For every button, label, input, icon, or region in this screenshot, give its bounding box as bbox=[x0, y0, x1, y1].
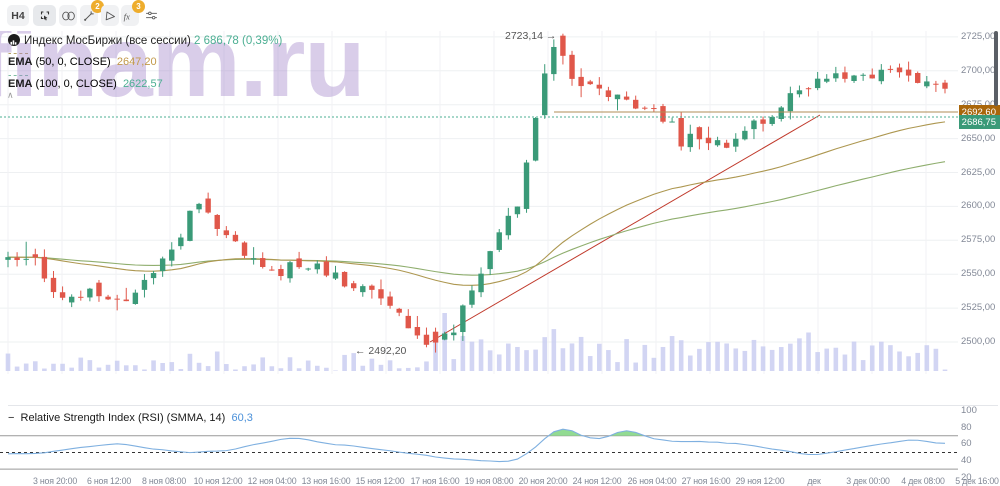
svg-text:fx: fx bbox=[124, 11, 130, 21]
